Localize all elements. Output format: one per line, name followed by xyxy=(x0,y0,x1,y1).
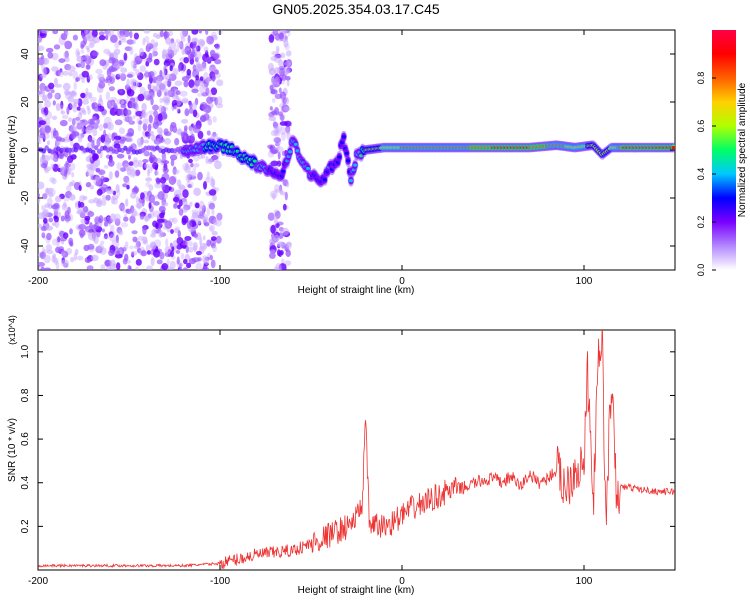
colorbar-tick-label: 0.0 xyxy=(696,264,706,277)
snr-series-line xyxy=(38,330,675,570)
y-tick-label: 0.6 xyxy=(20,432,31,446)
spectrogram-noise xyxy=(38,30,293,270)
x-tick-label: 0 xyxy=(399,576,405,587)
y-tick-label: -20 xyxy=(20,190,31,205)
colorbar-tick-label: 0.4 xyxy=(696,168,706,181)
colorbar-tick-label: 0.6 xyxy=(696,120,706,133)
colorbar: 0.0 0.2 0.4 0.6 0.8 Normalized spectral ampl… xyxy=(696,30,748,276)
x-tick-label: -200 xyxy=(28,576,48,587)
x-tick-label: 0 xyxy=(399,276,405,287)
x-tick-label: -100 xyxy=(210,276,230,287)
snr-x-ticks: -200 -100 0 100 xyxy=(28,330,593,587)
snr-plot: 0.2 0.4 0.6 0.8 1.0 -200 -100 0 100 (x10^4) Hei… xyxy=(7,315,676,596)
y-tick-label: 0.8 xyxy=(20,388,31,402)
snr-xlabel: Height of straight line (km) xyxy=(298,585,415,596)
y-tick-label: 20 xyxy=(20,96,31,108)
x-tick-label: 100 xyxy=(576,576,593,587)
snr-y-ticks: 0.2 0.4 0.6 0.8 1.0 xyxy=(20,344,675,533)
chart-title: GN05.2025.354.03.17.C45 xyxy=(272,1,440,17)
spectrogram-heat xyxy=(38,30,675,270)
snr-ylabel: SNR (10 * v/v) xyxy=(7,418,18,482)
spectrogram-y-ticks: -40 -20 0 20 40 xyxy=(20,48,675,253)
colorbar-gradient xyxy=(712,30,736,270)
spectrogram-ridge xyxy=(180,130,675,188)
colorbar-tick-label: 0.8 xyxy=(696,72,706,85)
colorbar-tick-label: 0.2 xyxy=(696,216,706,229)
colorbar-ticks: 0.0 0.2 0.4 0.6 0.8 xyxy=(696,72,716,277)
y-tick-label: 0.2 xyxy=(20,519,31,533)
x-tick-label: -200 xyxy=(28,276,48,287)
y-tick-label: 1.0 xyxy=(20,344,31,358)
spectrogram-x-ticks: -200 -100 0 100 xyxy=(28,30,593,287)
spectrogram-xlabel: Height of straight line (km) xyxy=(298,285,415,296)
y-tick-label: -40 xyxy=(20,238,31,253)
y-tick-label: 0.4 xyxy=(20,475,31,489)
snr-frame xyxy=(37,329,676,571)
spectrogram-ylabel: Frequency (Hz) xyxy=(7,116,18,185)
x-tick-label: -100 xyxy=(210,576,230,587)
y-tick-label: 40 xyxy=(20,48,31,60)
x-tick-label: 100 xyxy=(576,276,593,287)
snr-scale-label: (x10^4) xyxy=(7,315,17,345)
y-tick-label: 0 xyxy=(20,147,31,153)
colorbar-label: Normalized spectral amplitude xyxy=(737,82,748,217)
